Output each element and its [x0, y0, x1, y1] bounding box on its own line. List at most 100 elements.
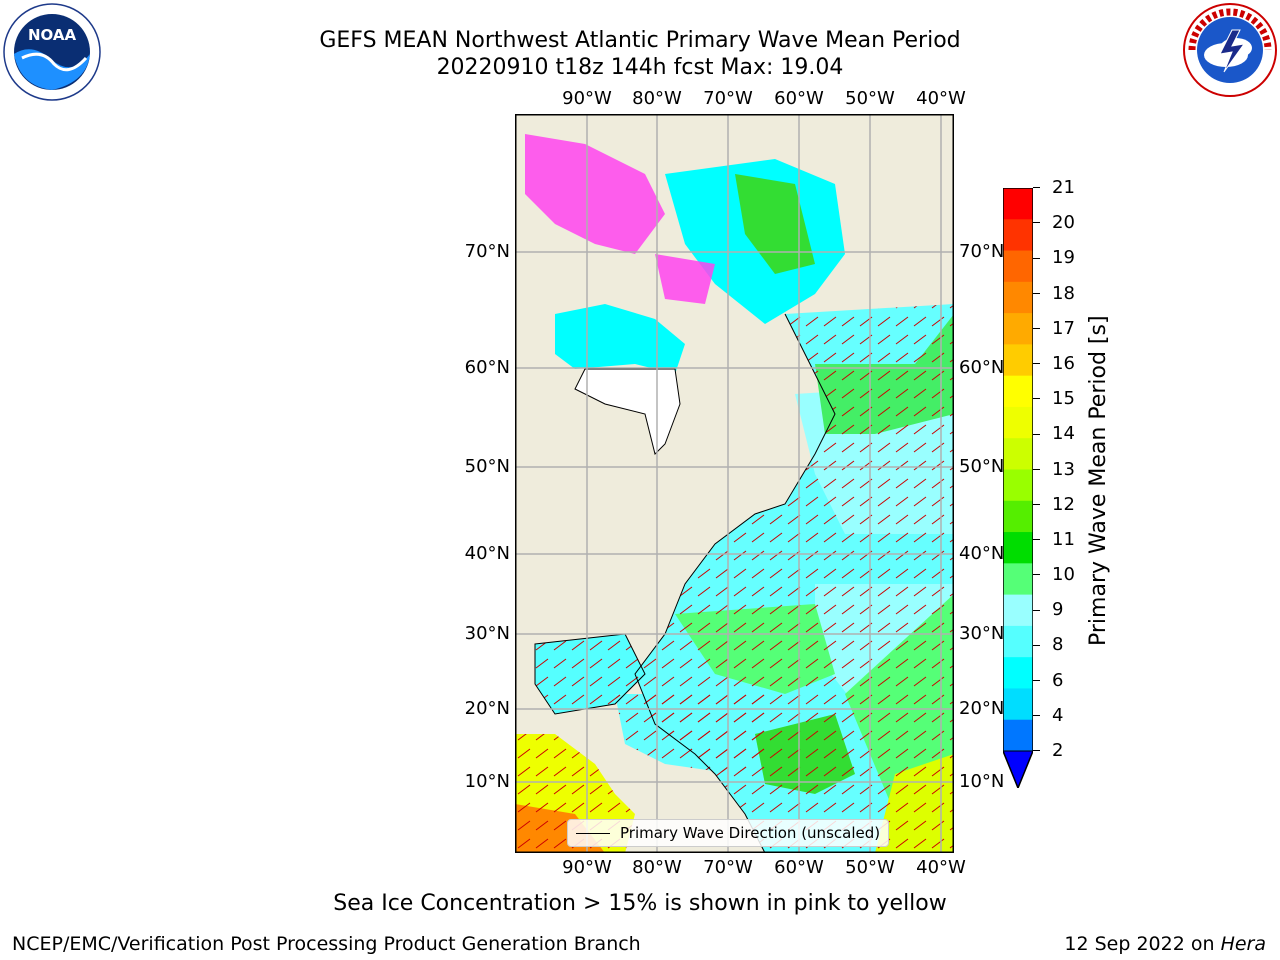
lon-label-bottom: 50°W	[845, 857, 895, 878]
legend-label: Primary Wave Direction (unscaled)	[620, 824, 881, 842]
colorbar-segment	[1003, 719, 1033, 752]
colorbar-segment	[1003, 250, 1033, 283]
coastline	[634, 313, 836, 854]
colorbar-segment	[1003, 563, 1033, 596]
colorbar-frame	[1002, 187, 1034, 790]
colorbar-tick-mark	[1033, 433, 1040, 435]
footer-right: 12 Sep 2022 on Hera	[1064, 933, 1266, 955]
colorbar-tick-mark	[1033, 679, 1040, 681]
lat-label-left: 30°N	[464, 623, 510, 644]
lat-label-right: 10°N	[959, 771, 1005, 792]
colorbar-tick-mark	[1033, 398, 1040, 400]
colorbar-tick-label: 8	[1052, 634, 1064, 656]
lat-label-right: 60°N	[959, 357, 1005, 378]
nws-logo	[1180, 0, 1280, 100]
colorbar-tick-label: 9	[1052, 599, 1064, 621]
lon-label-bottom: 80°W	[632, 857, 682, 878]
colorbar-tick-label: 6	[1052, 669, 1064, 691]
colorbar-tick-mark	[1033, 539, 1040, 541]
chart-title-line2: 20220910 t18z 144h fcst Max: 19.04	[436, 55, 844, 80]
lon-label-bottom: 90°W	[562, 857, 612, 878]
sea-ice-caption: Sea Ice Concentration > 15% is shown in …	[333, 891, 947, 916]
colorbar-segment	[1003, 438, 1033, 470]
colorbar-tick-label: 12	[1052, 493, 1075, 515]
colorbar-tick-label: 15	[1052, 388, 1075, 410]
colorbar-tick-mark	[1033, 328, 1040, 329]
lat-label-right: 20°N	[959, 698, 1005, 719]
lon-label-top: 80°W	[632, 88, 682, 109]
lat-label-left: 50°N	[464, 456, 510, 477]
footer-host: Hera	[1220, 933, 1266, 955]
lat-label-left: 20°N	[464, 698, 510, 719]
map-legend: Primary Wave Direction (unscaled)	[567, 819, 890, 847]
colorbar-tick-label: 14	[1052, 423, 1075, 445]
colorbar-segment	[1003, 375, 1033, 408]
colorbar-tick-mark	[1033, 574, 1040, 576]
colorbar-segment	[1003, 532, 1033, 564]
map-panel	[515, 114, 954, 854]
colorbar-segment	[1003, 594, 1033, 627]
colorbar-tick-label: 21	[1052, 177, 1075, 198]
colorbar-tick-mark	[1033, 292, 1040, 294]
lon-label-top: 90°W	[562, 88, 612, 109]
lat-label-left: 10°N	[464, 771, 510, 792]
sea-ice-patch	[655, 254, 715, 304]
colorbar-tick-mark	[1033, 750, 1040, 752]
colorbar-tick-label: 11	[1052, 528, 1075, 550]
colorbar-tick-label: 17	[1052, 317, 1075, 339]
colorbar-tick-mark	[1033, 363, 1040, 365]
noaa-logo: NOAA	[2, 2, 102, 102]
colorbar-segment	[1003, 281, 1033, 314]
colorbar-tick-mark	[1033, 503, 1040, 505]
colorbar-extend-arrow	[1002, 750, 1034, 790]
colorbar-tick-label: 13	[1052, 458, 1075, 480]
colorbar-segment	[1003, 625, 1033, 658]
lat-label-left: 40°N	[464, 543, 510, 564]
lat-label-left: 70°N	[464, 241, 510, 262]
lon-label-bottom: 70°W	[703, 857, 753, 878]
sea-ice-patch	[525, 134, 665, 254]
baffin-green-field	[735, 174, 815, 274]
lon-label-top: 40°W	[916, 88, 966, 109]
colorbar-segment	[1003, 657, 1033, 689]
lat-label-right: 50°N	[959, 456, 1005, 477]
colorbar-tick-mark	[1033, 468, 1040, 470]
colorbar-tick-mark	[1033, 715, 1040, 717]
colorbar-tick-label: 10	[1052, 564, 1075, 586]
colorbar-tick-mark	[1033, 644, 1040, 646]
map-frame	[515, 114, 954, 853]
colorbar-segment	[1003, 188, 1033, 220]
footer-date: 12 Sep 2022 on	[1064, 933, 1221, 955]
lon-label-bottom: 60°W	[774, 857, 824, 878]
lat-label-left: 60°N	[464, 357, 510, 378]
wave-direction-arrows	[615, 694, 775, 774]
colorbar-tick-label: 2	[1052, 740, 1064, 761]
graticule	[515, 114, 954, 853]
colorbar-tick-label: 4	[1052, 704, 1064, 726]
colorbar	[1002, 187, 1034, 790]
lon-label-top: 70°W	[703, 88, 753, 109]
colorbar-segment	[1003, 219, 1033, 252]
colorbar-tick-label: 16	[1052, 352, 1075, 374]
legend-line-swatch	[576, 833, 610, 834]
lon-label-top: 50°W	[845, 88, 895, 109]
no-data-area	[574, 368, 681, 455]
colorbar-segment	[1003, 344, 1033, 377]
colorbar-segment	[1003, 406, 1033, 439]
colorbar-tick-label: 18	[1052, 282, 1075, 304]
lon-label-top: 60°W	[774, 88, 824, 109]
colorbar-segment	[1003, 500, 1033, 533]
lon-label-bottom: 40°W	[916, 857, 966, 878]
colorbar-tick-mark	[1033, 222, 1040, 224]
lat-label-right: 30°N	[959, 623, 1005, 644]
colorbar-tick-label: 20	[1052, 212, 1075, 234]
colorbar-segment	[1003, 313, 1033, 345]
colorbar-tick-mark	[1033, 257, 1040, 259]
colorbar-segment	[1003, 469, 1033, 502]
wave-period-map	[515, 114, 954, 854]
colorbar-tick-mark	[1033, 187, 1040, 189]
colorbar-tick-mark	[1033, 609, 1040, 611]
chart-title-line1: GEFS MEAN Northwest Atlantic Primary Wav…	[319, 28, 961, 53]
footer-left: NCEP/EMC/Verification Post Processing Pr…	[12, 933, 641, 955]
colorbar-tick-label: 19	[1052, 247, 1075, 269]
